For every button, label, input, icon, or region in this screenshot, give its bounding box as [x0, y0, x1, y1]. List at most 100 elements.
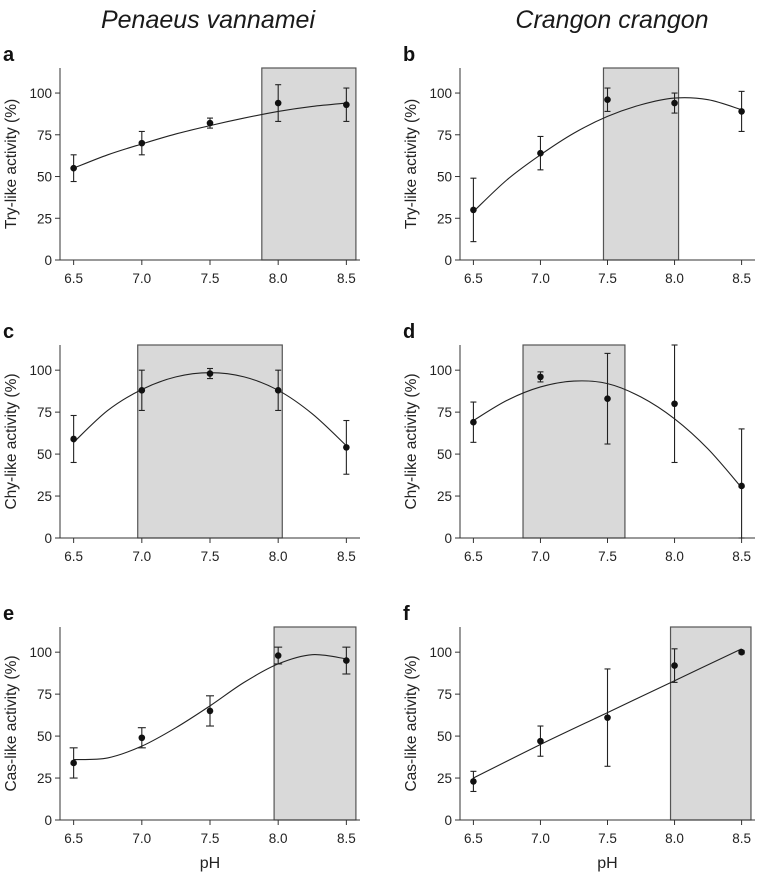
panel-letter: a [3, 44, 15, 66]
y-tick-label: 25 [37, 771, 52, 786]
column-title-left: Penaeus vannamei [101, 6, 316, 34]
x-tick-label: 7.5 [201, 549, 220, 564]
x-tick-label: 7.5 [201, 271, 220, 286]
optimum-range-box [602, 67, 680, 261]
y-tick-label: 50 [37, 729, 52, 744]
data-point [138, 734, 146, 742]
x-tick-label: 7.5 [201, 831, 220, 846]
x-tick-label: 7.0 [132, 549, 151, 564]
panel-letter: d [403, 321, 415, 343]
y-tick-label: 0 [44, 253, 52, 268]
x-tick-label: 6.5 [64, 831, 83, 846]
y-tick-label: 100 [429, 645, 452, 660]
y-tick-label: 50 [437, 170, 452, 185]
data-point [470, 206, 477, 214]
x-axis-label: pH [200, 855, 220, 872]
y-tick-label: 75 [437, 128, 452, 143]
fit-curve [473, 97, 742, 212]
x-tick-label: 7.0 [132, 831, 151, 846]
panel-a: 0 25 50 75 100 6.5 7.0 7.5 8.0 8.5 a Try-like activ… [3, 44, 360, 286]
y-tick-label: 100 [29, 645, 52, 660]
x-tick-label: 8.0 [665, 549, 684, 564]
y-tick-label: 50 [37, 170, 52, 185]
x-tick-label: 7.5 [598, 271, 617, 286]
x-tick-label: 8.5 [337, 271, 356, 286]
x-tick-label: 8.0 [665, 271, 684, 286]
optimum-range-box [522, 344, 626, 539]
data-point [70, 164, 77, 172]
x-tick-label: 8.0 [269, 271, 288, 286]
x-tick-label: 7.0 [531, 831, 550, 846]
x-tick-label: 7.5 [598, 549, 617, 564]
panel-letter: e [3, 603, 14, 625]
y-tick-label: 100 [429, 86, 452, 101]
x-tick-label: 8.5 [732, 831, 751, 846]
x-tick-label: 6.5 [64, 549, 83, 564]
data-point [274, 99, 282, 107]
x-tick-label: 8.0 [269, 549, 288, 564]
y-tick-label: 0 [444, 531, 452, 546]
x-tick-label: 8.0 [269, 831, 288, 846]
panel-f: 0 25 50 75 100 6.5 7.0 7.5 8.0 8.5 f Cas-like activ… [403, 603, 755, 872]
data-point [138, 139, 146, 147]
y-axis-label: Cas-like activity (%) [3, 655, 20, 791]
y-tick-label: 75 [437, 405, 452, 420]
optimum-range-box [669, 626, 752, 821]
y-tick-label: 50 [437, 447, 452, 462]
y-tick-label: 0 [44, 531, 52, 546]
x-tick-label: 6.5 [464, 549, 483, 564]
data-point [343, 444, 350, 451]
y-axis-label: Try-like activity (%) [3, 99, 20, 229]
data-point [604, 714, 611, 721]
y-tick-label: 75 [37, 405, 52, 420]
data-point [537, 373, 544, 381]
y-tick-label: 25 [437, 211, 452, 226]
data-point [274, 387, 282, 394]
y-tick-label: 25 [37, 211, 52, 226]
x-tick-label: 8.5 [732, 271, 751, 286]
y-tick-label: 75 [437, 687, 452, 702]
y-tick-label: 0 [44, 813, 52, 828]
data-point [470, 778, 477, 785]
data-point [70, 759, 77, 767]
optimum-range-box [273, 626, 357, 821]
data-point [206, 370, 214, 377]
x-tick-label: 8.5 [337, 549, 356, 564]
data-point [738, 482, 745, 490]
data-point [343, 657, 350, 664]
x-tick-label: 6.5 [464, 271, 483, 286]
data-point [206, 707, 214, 715]
data-point [70, 435, 77, 443]
data-point [671, 99, 678, 107]
panel-letter: b [403, 44, 415, 66]
data-point [274, 652, 282, 659]
y-tick-label: 100 [29, 363, 52, 378]
optimum-range-box [261, 67, 357, 261]
x-tick-label: 7.0 [132, 271, 151, 286]
y-tick-label: 100 [429, 363, 452, 378]
panel-c: 0 25 50 75 100 6.5 7.0 7.5 8.0 8.5 c Chy-like activ… [3, 321, 360, 564]
panel-b: 0 25 50 75 100 6.5 7.0 7.5 8.0 8.5 b Try-like activ… [403, 44, 755, 286]
x-axis-label: pH [597, 855, 617, 872]
data-point [738, 648, 745, 656]
y-tick-label: 50 [437, 729, 452, 744]
x-tick-label: 8.5 [732, 549, 751, 564]
data-point [604, 395, 611, 403]
x-tick-label: 7.5 [598, 831, 617, 846]
y-tick-label: 100 [29, 86, 52, 101]
data-point [671, 400, 678, 408]
panel-d: 0 25 50 75 100 6.5 7.0 7.5 8.0 8.5 d Chy-like activ… [403, 321, 755, 564]
data-point [470, 418, 477, 426]
y-tick-label: 50 [37, 447, 52, 462]
data-point [343, 101, 350, 109]
data-point [671, 662, 678, 669]
data-point [537, 737, 544, 745]
x-tick-label: 6.5 [64, 271, 83, 286]
y-axis-label: Chy-like activity (%) [403, 373, 420, 509]
y-tick-label: 0 [444, 813, 452, 828]
y-axis-label: Chy-like activity (%) [3, 373, 20, 509]
y-tick-label: 0 [444, 253, 452, 268]
panel-e: 0 25 50 75 100 6.5 7.0 7.5 8.0 8.5 e Cas-like activ… [3, 603, 360, 872]
data-point [604, 96, 611, 104]
